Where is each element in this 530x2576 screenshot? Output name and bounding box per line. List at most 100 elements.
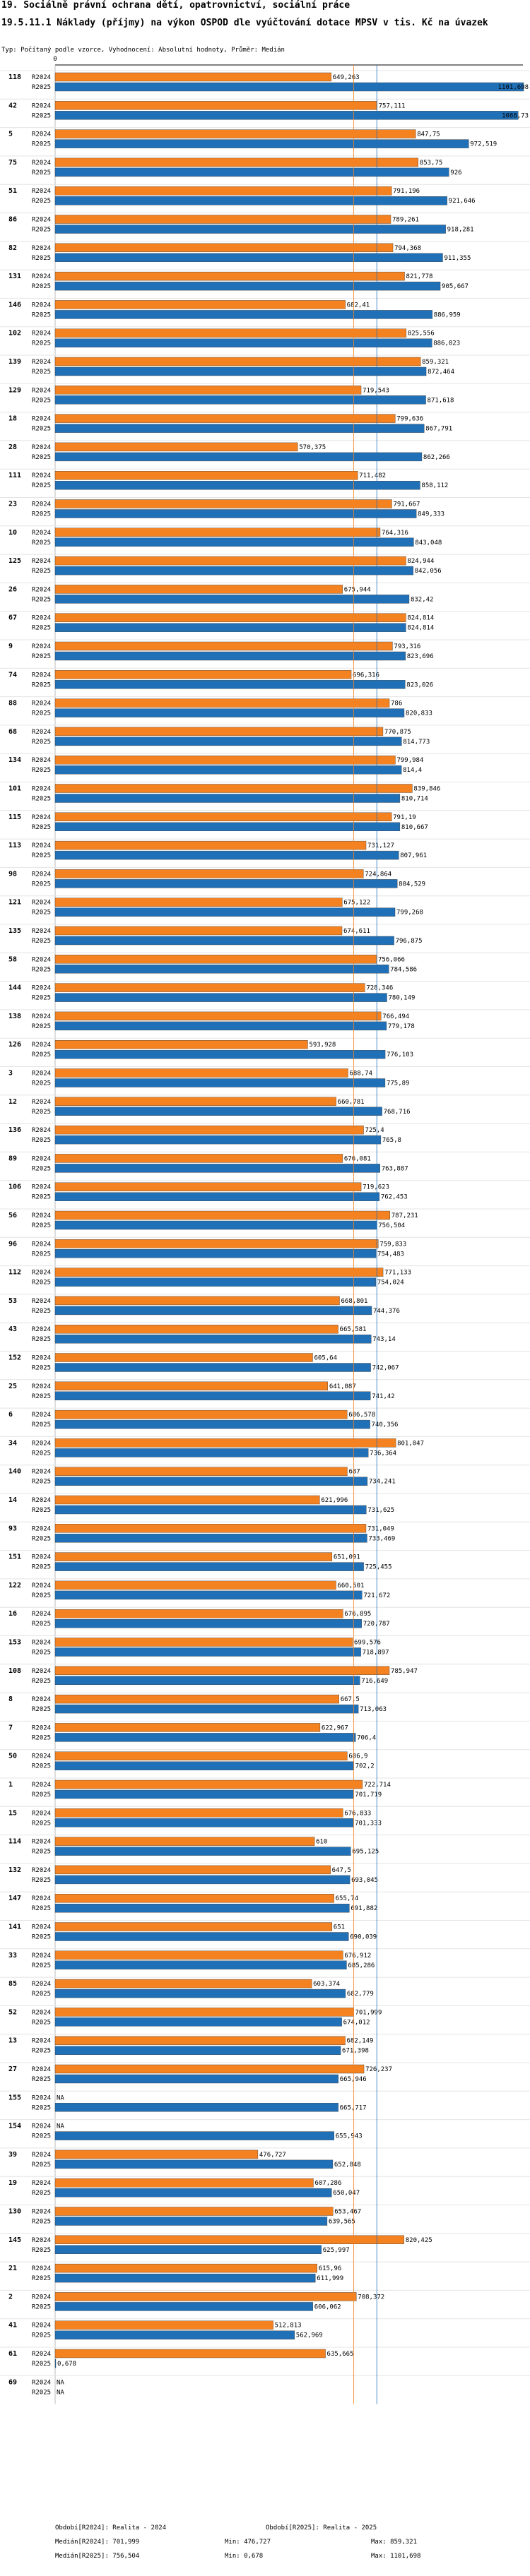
data-label: 674,012 [343, 2019, 370, 2026]
data-label: 665,581 [340, 1326, 367, 1333]
series-row-label: R2024 [32, 2009, 51, 2016]
category-label: 14 [8, 1496, 17, 1504]
series-row-label: R2024 [32, 1440, 51, 1447]
bar-r2024 [54, 300, 346, 309]
category-label: 82 [8, 244, 17, 252]
bar-r2024 [54, 641, 393, 651]
data-label: 625,997 [323, 2247, 350, 2254]
category-label: 93 [8, 1525, 17, 1532]
category-label: 33 [8, 1952, 17, 1960]
data-label: 789,261 [392, 217, 419, 224]
bar-r2025 [54, 1505, 367, 1515]
data-label: 726,237 [365, 2066, 392, 2073]
series-row-label: R2025 [32, 910, 51, 917]
bar-r2025 [54, 2330, 295, 2339]
data-label: 675,944 [344, 586, 371, 593]
series-row-label: R2024 [32, 1355, 51, 1362]
category-label: 19 [8, 2179, 17, 2187]
series-row-label: R2024 [32, 2209, 51, 2216]
bar-r2024 [54, 414, 396, 423]
series-row-label: R2024 [32, 615, 51, 622]
bar-r2025 [54, 310, 432, 319]
data-label: 911,355 [444, 255, 471, 262]
category-label: 53 [8, 1297, 17, 1305]
series-row-label: R2025 [32, 1080, 51, 1087]
series-row-label: R2024 [32, 1212, 51, 1220]
series-row-label: R2024 [32, 1412, 51, 1419]
bar-r2025 [54, 1789, 354, 1799]
series-row-label: R2024 [32, 1782, 51, 1789]
bar-r2024 [54, 499, 392, 508]
data-label: 768,716 [384, 1109, 411, 1116]
category-label: 58 [8, 955, 17, 963]
series-row-label: R2024 [32, 530, 51, 537]
series-row-label: R2024 [32, 871, 51, 878]
data-label: 675,122 [343, 900, 370, 907]
bar-r2025 [54, 1704, 359, 1714]
bar-r2025 [54, 2103, 338, 2112]
series-row-label: R2025 [32, 426, 51, 433]
bar-r2025 [54, 2131, 334, 2140]
category-label: 153 [8, 1639, 21, 1647]
bar-r2024 [54, 243, 394, 252]
series-row-label: R2025 [32, 767, 51, 774]
data-label: 849,333 [418, 511, 444, 518]
data-label: 918,281 [447, 227, 474, 234]
series-row-label: R2024 [32, 273, 51, 280]
data-label: 784,586 [390, 966, 417, 973]
category-label: 5 [8, 131, 13, 138]
series-row-label: R2025 [32, 2104, 51, 2111]
bar-r2025 [54, 850, 399, 860]
bar-r2024 [54, 2349, 326, 2359]
data-label: 622,967 [322, 1724, 348, 1731]
data-label: 674,611 [343, 928, 370, 935]
page-title: 19. Sociálně právní ochrana dětí, opatro… [1, 0, 351, 11]
bar-r2024 [54, 1666, 390, 1676]
category-label: 145 [8, 2236, 21, 2244]
series-row-label: R2024 [32, 672, 51, 679]
data-label: 696,316 [353, 672, 379, 679]
series-row-label: R2024 [32, 1241, 51, 1248]
bar-r2025 [54, 1534, 367, 1543]
bar-r2024 [54, 1979, 312, 1988]
series-row-label: R2025 [32, 824, 51, 831]
data-label: 791,19 [393, 814, 416, 821]
bar-r2024 [54, 1580, 336, 1590]
series-row-label: R2024 [32, 1867, 51, 1874]
bar-r2025 [54, 1277, 376, 1287]
series-row-label: R2025 [32, 1592, 51, 1599]
data-label: 606,062 [314, 2303, 341, 2310]
category-label: 112 [8, 1269, 21, 1277]
category-label: 18 [8, 415, 17, 423]
series-row-label: R2025 [32, 1023, 51, 1030]
category-label: 85 [8, 1980, 17, 1988]
series-row-label: R2024 [32, 1326, 51, 1333]
series-row-label: R2024 [32, 700, 51, 708]
bar-r2025 [54, 1306, 372, 1316]
bar-r2025 [54, 139, 469, 148]
bar-r2024 [54, 1922, 332, 1931]
series-row-label: R2025 [32, 1564, 51, 1571]
data-label: 810,667 [401, 824, 428, 831]
series-row-label: R2025 [32, 2275, 51, 2282]
bar-r2024 [54, 755, 396, 765]
data-label: 763,887 [382, 1165, 408, 1172]
bar-r2025 [54, 1419, 370, 1429]
bar-r2024 [54, 784, 413, 793]
bar-r2024 [54, 556, 406, 566]
series-row-label: R2024 [32, 1640, 51, 1647]
category-label: 74 [8, 671, 17, 679]
data-label: 668,801 [341, 1298, 367, 1305]
data-label: 972,519 [470, 141, 497, 148]
bar-r2024 [54, 1296, 340, 1306]
data-label: 660,781 [338, 1099, 365, 1106]
series-row-label: R2024 [32, 1554, 51, 1561]
category-label: 134 [8, 756, 21, 764]
data-label: 858,112 [421, 482, 448, 489]
data-label: 804,529 [399, 881, 425, 888]
series-row-label: R2025 [32, 227, 51, 234]
bar-r2025 [54, 82, 524, 92]
category-label: 68 [8, 728, 17, 736]
bar-r2024 [54, 1694, 339, 1704]
